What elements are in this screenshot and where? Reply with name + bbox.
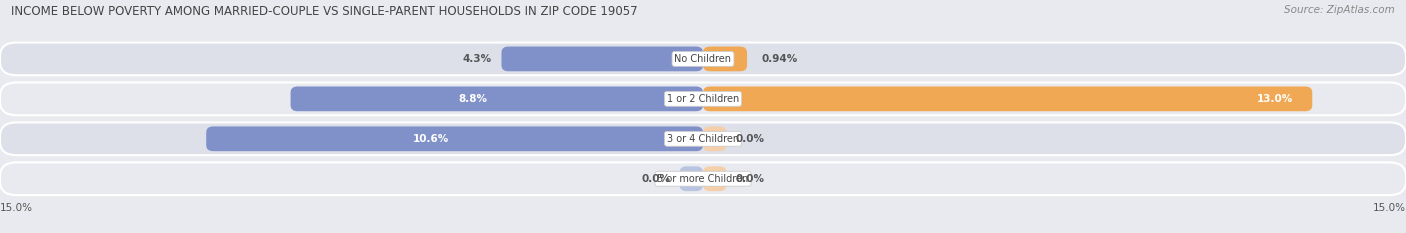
Text: 3 or 4 Children: 3 or 4 Children [666, 134, 740, 144]
FancyBboxPatch shape [703, 127, 727, 151]
FancyBboxPatch shape [703, 47, 747, 71]
FancyBboxPatch shape [703, 86, 1312, 111]
FancyBboxPatch shape [291, 86, 703, 111]
FancyBboxPatch shape [0, 82, 1406, 115]
FancyBboxPatch shape [679, 166, 703, 191]
Text: 0.0%: 0.0% [641, 174, 671, 184]
Text: 1 or 2 Children: 1 or 2 Children [666, 94, 740, 104]
FancyBboxPatch shape [207, 127, 703, 151]
Text: Source: ZipAtlas.com: Source: ZipAtlas.com [1284, 5, 1395, 15]
FancyBboxPatch shape [703, 166, 727, 191]
FancyBboxPatch shape [0, 122, 1406, 155]
FancyBboxPatch shape [0, 162, 1406, 195]
Text: 0.94%: 0.94% [761, 54, 797, 64]
FancyBboxPatch shape [0, 43, 1406, 75]
Text: 10.6%: 10.6% [413, 134, 450, 144]
Text: 5 or more Children: 5 or more Children [658, 174, 748, 184]
Text: 0.0%: 0.0% [735, 174, 765, 184]
Text: 0.0%: 0.0% [735, 134, 765, 144]
Text: 15.0%: 15.0% [0, 203, 32, 213]
Text: 4.3%: 4.3% [463, 54, 492, 64]
Text: 15.0%: 15.0% [1374, 203, 1406, 213]
FancyBboxPatch shape [502, 47, 703, 71]
Text: INCOME BELOW POVERTY AMONG MARRIED-COUPLE VS SINGLE-PARENT HOUSEHOLDS IN ZIP COD: INCOME BELOW POVERTY AMONG MARRIED-COUPL… [11, 5, 638, 18]
Text: 8.8%: 8.8% [458, 94, 488, 104]
Text: No Children: No Children [675, 54, 731, 64]
Text: 13.0%: 13.0% [1257, 94, 1294, 104]
